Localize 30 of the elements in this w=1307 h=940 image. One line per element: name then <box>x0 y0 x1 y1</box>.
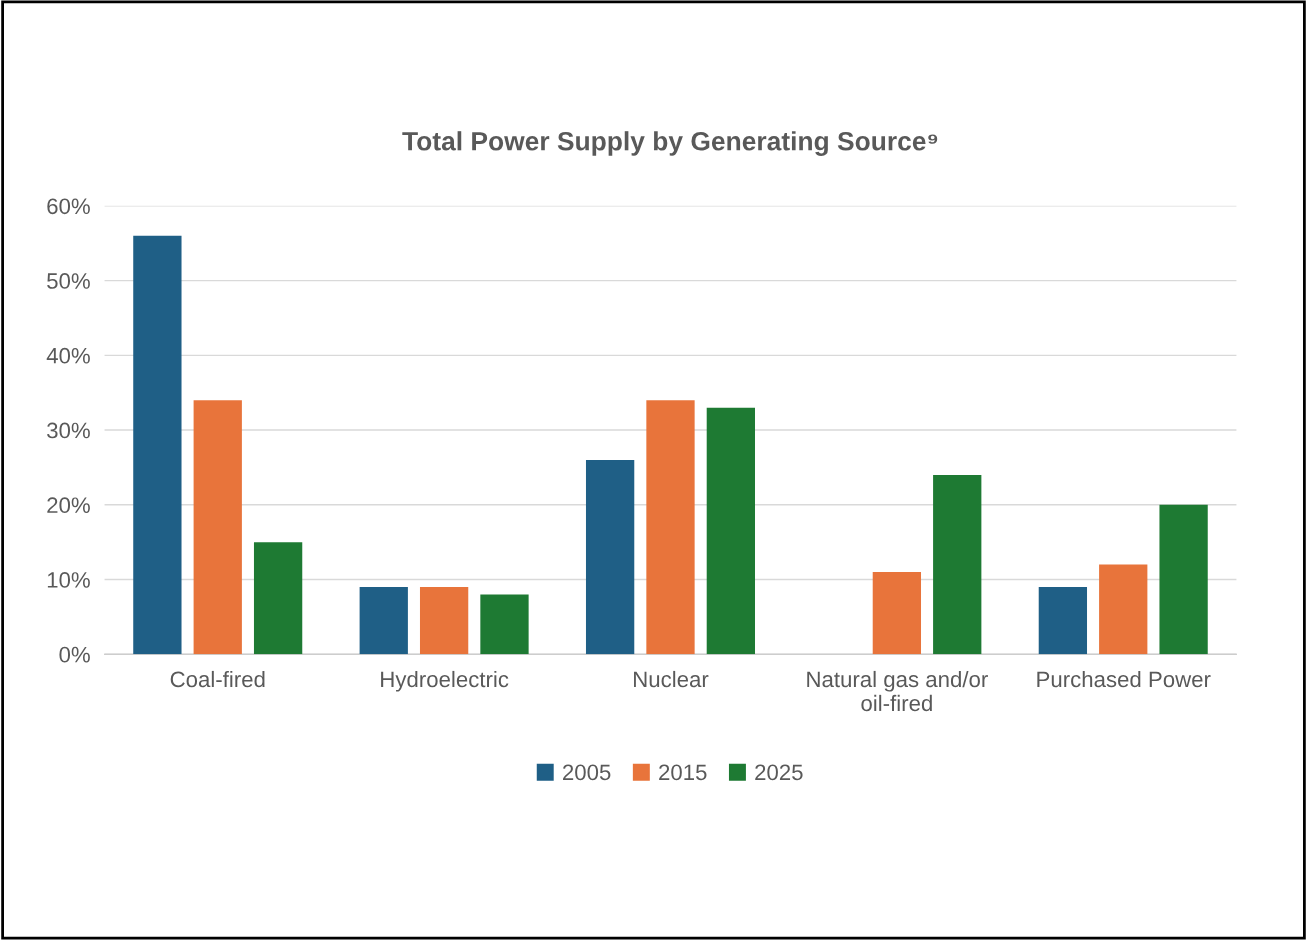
bar <box>1099 564 1148 655</box>
x-tick-label: Purchased Power <box>1037 670 1211 688</box>
bar <box>359 586 408 655</box>
x-tick-label: Hydroelectric <box>381 670 509 692</box>
y-tick-label: 30% <box>47 422 90 439</box>
legend-label: 2015 <box>659 764 707 781</box>
bar <box>646 400 695 655</box>
bar <box>585 459 635 655</box>
legend-label: 2025 <box>755 764 803 781</box>
y-tick-label: 10% <box>47 572 90 588</box>
bar <box>1038 586 1088 655</box>
bar <box>133 235 182 655</box>
y-tick-label: 0% <box>59 646 90 663</box>
y-tick-label: 20% <box>47 497 90 514</box>
x-tick-label: Natural gas and/or oil-fired <box>807 670 988 712</box>
x-tick-label: Nuclear <box>634 670 709 688</box>
legend-label: 2005 <box>563 764 611 781</box>
bar <box>193 400 242 655</box>
bar <box>1159 504 1208 655</box>
bar <box>706 407 755 655</box>
chart-title: Total Power Supply by Generating Source⁹ <box>402 131 938 156</box>
y-tick-label: 60% <box>47 198 90 215</box>
bar <box>933 474 982 655</box>
x-tick-label: Coal-fired <box>170 670 265 688</box>
y-tick-label: 50% <box>47 273 90 289</box>
bar <box>419 586 469 655</box>
bar <box>253 542 303 655</box>
y-tick-label: 40% <box>46 347 90 364</box>
bar <box>480 594 529 655</box>
bar <box>872 572 922 655</box>
